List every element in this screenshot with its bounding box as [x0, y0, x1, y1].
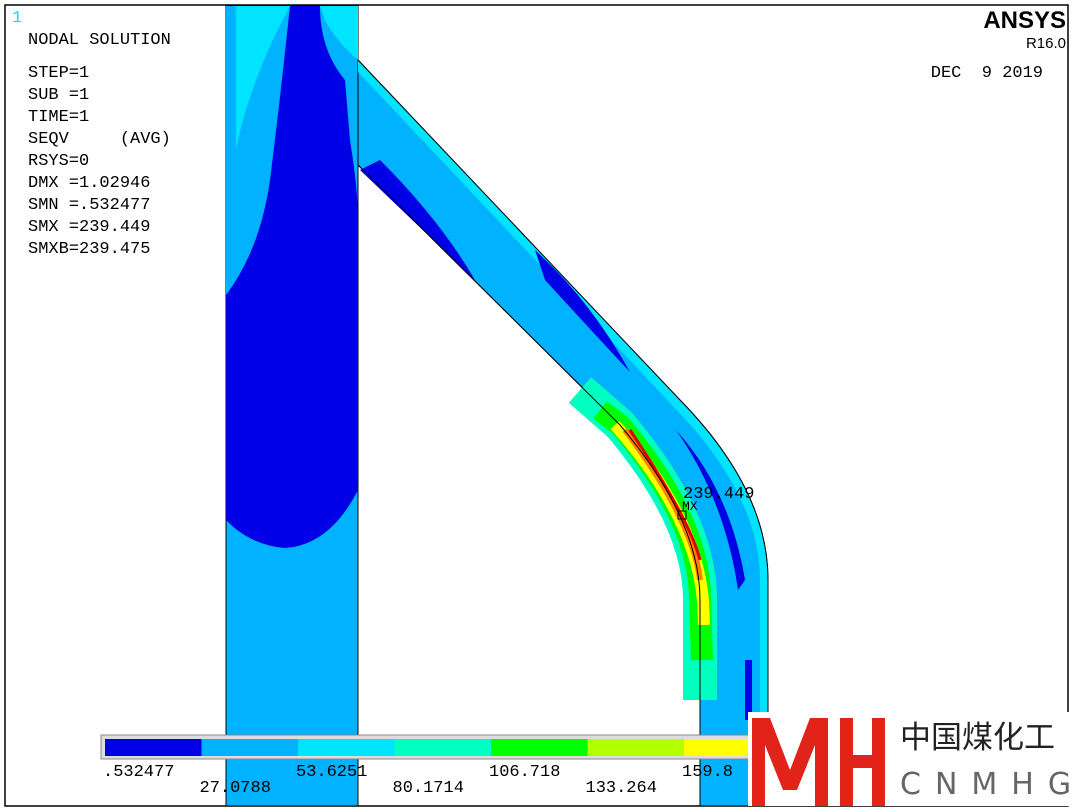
- info-line: SMXB=239.475: [28, 240, 150, 259]
- legend-label: 27.0788: [200, 779, 271, 798]
- zone: [360, 160, 475, 280]
- logo-chinese: 中国煤化工: [900, 720, 1055, 756]
- legend-label: 80.1714: [393, 779, 464, 798]
- legend-label: .532477: [103, 763, 174, 782]
- legend-label: 133.264: [586, 779, 657, 798]
- legend-label: 159.8: [682, 763, 733, 782]
- logo-latin: CNMHG: [900, 767, 1074, 802]
- info-line: SMX =239.449: [28, 218, 150, 237]
- legend-swatch: [587, 739, 684, 756]
- logo: 中国煤化工 CNMHG: [748, 712, 1074, 806]
- legend-swatch: [201, 739, 298, 756]
- info-line: STEP=1: [28, 64, 89, 83]
- zone: [226, 6, 358, 548]
- info-block: STEP=1 SUB =1 TIME=1 SEQV (AVG) RSYS=0 DMX =1…: [28, 64, 171, 259]
- plot-title: NODAL SOLUTION: [28, 31, 171, 50]
- model: [225, 5, 769, 807]
- info-line: DMX =1.02946: [28, 174, 150, 193]
- legend: .532477 27.0788 53.6251 80.1714 106.718 133.2…: [103, 739, 754, 798]
- window-number: 1: [12, 9, 22, 28]
- zone: [745, 660, 752, 720]
- pipe-edge: [357, 59, 769, 806]
- info-line: TIME=1: [28, 108, 89, 127]
- max-value: 239.449: [683, 485, 754, 504]
- plot-frame: [4, 4, 1069, 807]
- info-line: SEQV (AVG): [28, 130, 171, 149]
- legend-swatch: [491, 739, 588, 756]
- legend-swatch: [684, 739, 754, 756]
- legend-swatch: [394, 739, 491, 756]
- info-line: SUB =1: [28, 86, 89, 105]
- info-line: RSYS=0: [28, 152, 89, 171]
- legend-label: 53.6251: [296, 763, 367, 782]
- zone: [320, 6, 358, 60]
- logo-mark: [752, 718, 885, 806]
- brand: ANSYS: [983, 7, 1066, 34]
- zone: [236, 6, 290, 150]
- max-label: MX: [682, 499, 698, 514]
- zone: [628, 429, 702, 561]
- legend-swatch: [105, 739, 202, 756]
- zone: [535, 250, 630, 372]
- legend-label: 106.718: [489, 763, 560, 782]
- max-marker: [677, 510, 687, 520]
- zone: [676, 430, 745, 590]
- legend-swatch: [298, 739, 395, 756]
- info-line: SMN =.532477: [28, 196, 150, 215]
- version: R16.0: [1026, 35, 1066, 52]
- date: DEC 9 2019: [931, 64, 1043, 83]
